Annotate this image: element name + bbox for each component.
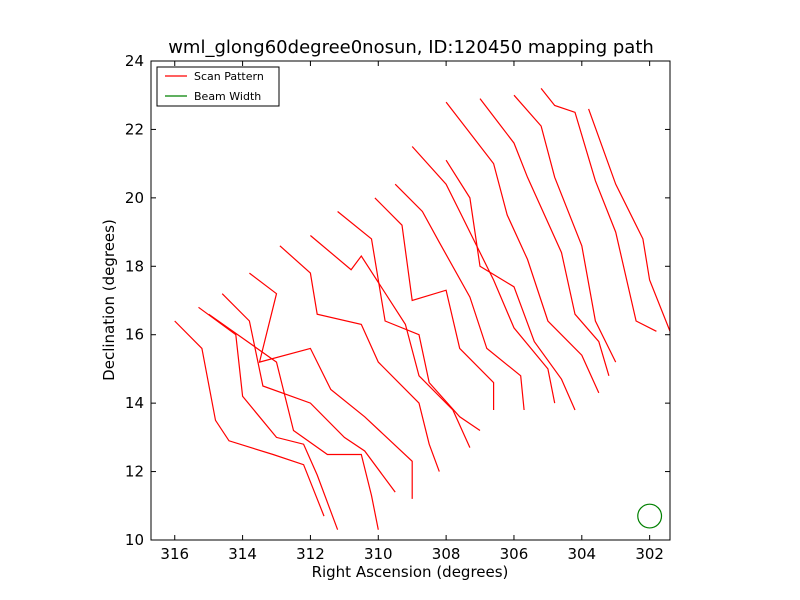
y-tick-label: 18: [125, 257, 144, 275]
y-tick-label: 14: [125, 394, 144, 412]
scan-path-segment-10: [394, 183, 525, 411]
legend: Scan Pattern Beam Width: [156, 66, 280, 107]
y-tick-label: 20: [125, 189, 144, 207]
y-tick-label: 22: [125, 120, 144, 138]
scan-path-segment-3: [208, 313, 379, 530]
y-axis-label: Declination (degrees): [100, 219, 118, 381]
scan-path-segment-1: [174, 320, 325, 517]
y-axis-ticks: 10 12 14 16 18 20 22 24: [125, 52, 670, 549]
y-tick-label: 16: [125, 326, 144, 344]
x-tick-label: 312: [296, 545, 325, 563]
y-tick-label: 24: [125, 52, 144, 70]
x-tick-label: 308: [432, 545, 461, 563]
scan-path-segment-6: [279, 245, 440, 472]
plot-content: [174, 88, 670, 530]
legend-box: [156, 66, 280, 107]
scan-path-segment-15: [513, 94, 617, 363]
x-tick-label: 304: [567, 545, 596, 563]
x-tick-label: 316: [160, 545, 189, 563]
scan-path-segment-11: [411, 146, 556, 404]
scan-path-segment-13: [445, 101, 600, 394]
plot-frame: [150, 60, 671, 541]
scan-path-segment-4: [221, 293, 396, 493]
scan-path-segment-9: [374, 197, 495, 410]
legend-label-scan-pattern: Scan Pattern: [194, 70, 264, 83]
scan-path-segment-12: [445, 159, 576, 411]
x-tick-label: 310: [364, 545, 393, 563]
x-axis-ticks: 316 314 312 310 308 306 304 302: [160, 61, 664, 563]
x-tick-label: 314: [228, 545, 257, 563]
scan-path-segment-16: [540, 88, 657, 332]
legend-label-beam-width: Beam Width: [194, 90, 261, 103]
scan-path-segment-8: [337, 211, 481, 431]
scan-path-segment-5: [249, 272, 413, 499]
chart-title: wml_glong60degree0nosun, ID:120450 mappi…: [168, 37, 654, 58]
scan-path-segment-17: [588, 108, 670, 332]
scan-path-segment-7: [310, 235, 471, 448]
scan-path-segment-14: [479, 98, 610, 376]
scan-path-segment-2: [198, 306, 339, 530]
y-tick-label: 10: [125, 531, 144, 549]
x-tick-label: 306: [500, 545, 529, 563]
x-tick-label: 302: [635, 545, 664, 563]
beam-width-circle: [637, 503, 663, 529]
x-axis-label: Right Ascension (degrees): [312, 563, 509, 581]
y-tick-label: 12: [125, 463, 144, 481]
